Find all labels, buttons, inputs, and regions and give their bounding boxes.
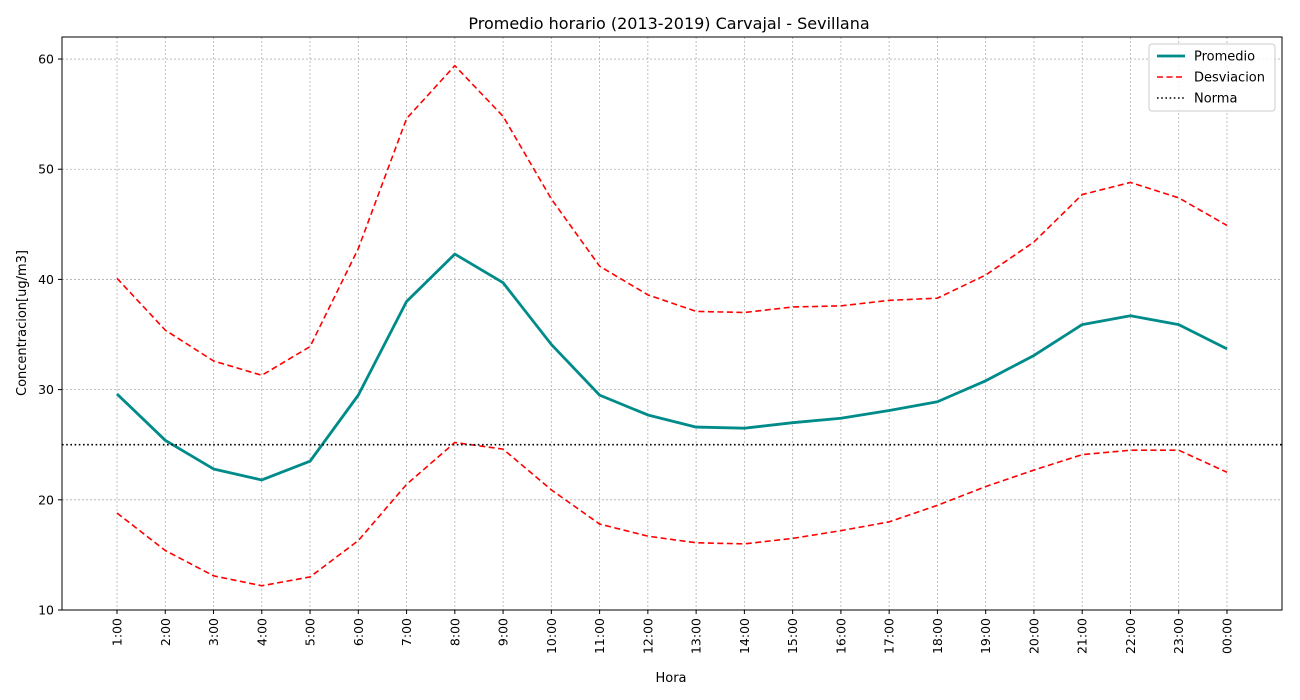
y-axis-label: Concentracion[ug/m3]	[15, 250, 30, 396]
x-tick-label: 17:00	[882, 618, 897, 654]
y-tick-label: 60	[38, 52, 54, 67]
series-line-2	[116, 441, 1228, 587]
x-tick-label: 1:00	[110, 618, 125, 646]
legend-label: Norma	[1194, 92, 1237, 107]
x-tick-label: 12:00	[640, 618, 655, 654]
x-tick-label: 9:00	[496, 618, 511, 646]
grid	[62, 37, 1282, 611]
x-tick-label: 00:00	[1219, 618, 1234, 654]
chart-title: Promedio horario (2013-2019) Carvajal - …	[468, 14, 869, 33]
x-tick-label: 11:00	[592, 618, 607, 654]
series-lines	[62, 64, 1282, 587]
x-tick-label: 10:00	[544, 618, 559, 654]
x-axis: 1:00 2:00 3:00 4:00 5:00 6:00 7:00 8:00 9:00 10:0…	[110, 610, 1234, 654]
legend-label: Desviacion	[1194, 71, 1265, 86]
x-tick-label: 16:00	[833, 618, 848, 654]
y-tick-label: 50	[38, 162, 54, 177]
x-tick-label: 21:00	[1075, 618, 1090, 654]
x-tick-label: 18:00	[930, 618, 945, 654]
x-tick-label: 4:00	[254, 618, 269, 646]
x-tick-label: 5:00	[303, 618, 318, 646]
x-tick-label: 6:00	[351, 618, 366, 646]
legend: Promedio Desviacion Norma	[1148, 43, 1276, 112]
plot-frame	[61, 36, 1283, 611]
x-tick-label: 23:00	[1171, 618, 1186, 654]
y-tick-label: 30	[38, 382, 54, 397]
legend-label: Promedio	[1194, 50, 1255, 65]
x-tick-label: 8:00	[447, 618, 462, 646]
x-tick-label: 3:00	[206, 618, 221, 646]
y-tick-label: 20	[38, 492, 54, 507]
x-tick-label: 13:00	[689, 618, 704, 654]
y-axis: 10 20 30 40 50 60	[38, 52, 62, 618]
y-tick-label: 40	[38, 272, 54, 287]
series-line-0	[116, 252, 1228, 482]
x-tick-label: 2:00	[158, 618, 173, 646]
x-tick-label: 14:00	[737, 618, 752, 654]
y-tick-label: 10	[38, 603, 54, 618]
x-tick-label: 7:00	[399, 618, 414, 646]
x-tick-label: 15:00	[785, 618, 800, 654]
x-tick-label: 22:00	[1123, 618, 1138, 654]
legend-box	[1148, 43, 1276, 112]
series-line-1	[116, 64, 1228, 377]
x-tick-label: 19:00	[978, 618, 993, 654]
x-axis-label: Hora	[655, 671, 686, 686]
x-tick-label: 20:00	[1026, 618, 1041, 654]
